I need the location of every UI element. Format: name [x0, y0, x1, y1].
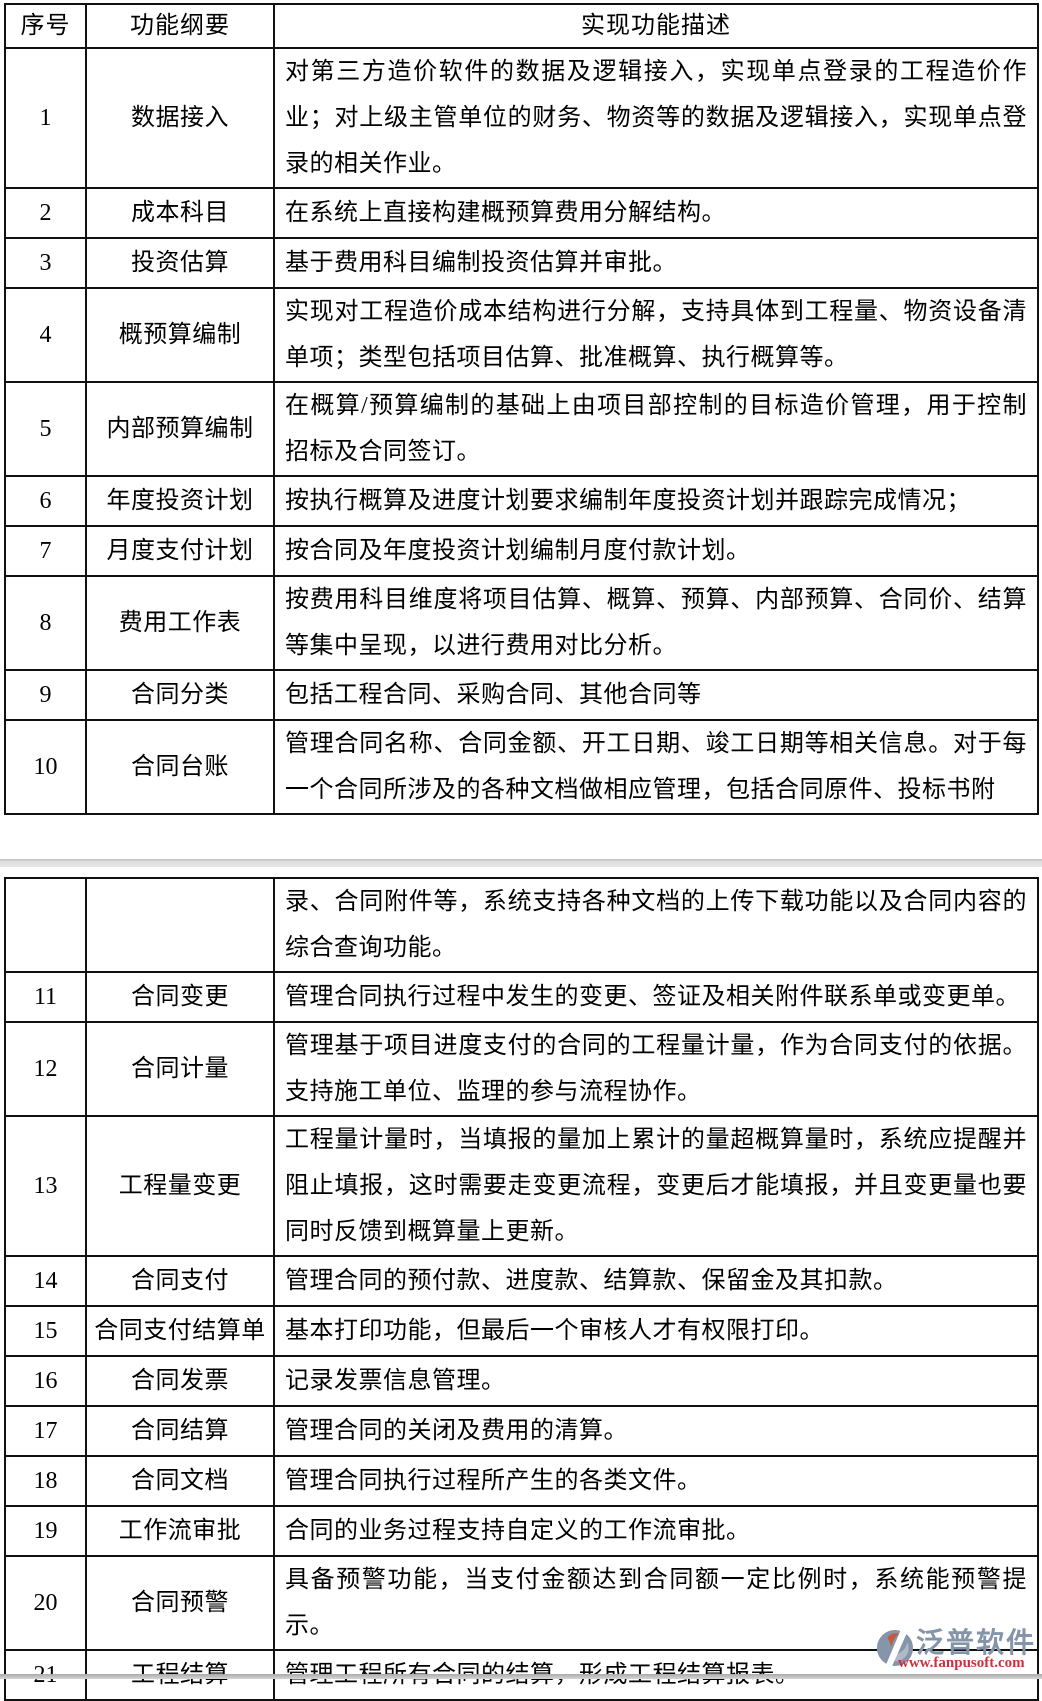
function-description-cell: 管理合同执行过程中发生的变更、签证及相关附件联系单或变更单。 — [273, 971, 1039, 1023]
function-description-cell: 管理合同名称、合同金额、开工日期、竣工日期等相关信息。对于每一个合同所涉及的各种… — [273, 719, 1039, 815]
function-outline-cell: 合同支付结算单 — [85, 1305, 275, 1357]
page-break-band — [0, 859, 1042, 867]
serial-number-cell: 2 — [4, 187, 87, 239]
serial-number-cell: 15 — [4, 1305, 87, 1357]
serial-number-cell: 4 — [4, 287, 87, 383]
serial-number-cell: 1 — [4, 47, 87, 189]
serial-number-cell — [4, 877, 87, 973]
function-description-cell: 记录发票信息管理。 — [273, 1355, 1039, 1407]
table-row: 19 工作流审批 合同的业务过程支持自定义的工作流审批。 — [4, 1505, 1039, 1557]
table-row: 14 合同支付 管理合同的预付款、进度款、结算款、保留金及其扣款。 — [4, 1255, 1039, 1307]
function-description-cell: 管理合同执行过程所产生的各类文件。 — [273, 1455, 1039, 1507]
function-outline-cell: 合同台账 — [85, 719, 275, 815]
function-outline-cell: 合同预警 — [85, 1555, 275, 1651]
table-row: 8 费用工作表 按费用科目维度将项目估算、概算、预算、内部预算、合同价、结算等集… — [4, 575, 1039, 671]
function-description-cell: 按合同及年度投资计划编制月度付款计划。 — [273, 525, 1039, 577]
table-row: 13 工程量变更 工程量计量时，当填报的量加上累计的量超概算量时，系统应提醒并阻… — [4, 1115, 1039, 1257]
table-row: 17 合同结算 管理合同的关闭及费用的清算。 — [4, 1405, 1039, 1457]
fanpu-brand-text: 泛普软件 — [915, 1627, 1036, 1658]
function-outline-cell: 投资估算 — [85, 237, 275, 289]
function-description-cell: 对第三方造价软件的数据及逻辑接入，实现单点登录的工程造价作业；对上级主管单位的财… — [273, 47, 1039, 189]
serial-number-cell: 8 — [4, 575, 87, 671]
function-outline-cell: 合同文档 — [85, 1455, 275, 1507]
fanpu-url-text: www.fanpusoft.com — [897, 1655, 1025, 1671]
header-serial-number: 序号 — [4, 3, 87, 49]
table-row: 2 成本科目 在系统上直接构建概预算费用分解结构。 — [4, 187, 1039, 239]
serial-number-cell: 10 — [4, 719, 87, 815]
function-outline-cell: 数据接入 — [85, 47, 275, 189]
function-outline-cell: 费用工作表 — [85, 575, 275, 671]
function-outline-cell: 成本科目 — [85, 187, 275, 239]
table-row: 16 合同发票 记录发票信息管理。 — [4, 1355, 1039, 1407]
function-outline-cell: 合同结算 — [85, 1405, 275, 1457]
serial-number-cell: 5 — [4, 381, 87, 477]
page-break-gap — [0, 815, 1042, 877]
function-description-cell: 管理合同的关闭及费用的清算。 — [273, 1405, 1039, 1457]
feature-table-page1: 序号 功能纲要 实现功能描述 1 数据接入 对第三方造价软件的数据及逻辑接入，实… — [4, 3, 1039, 815]
table-row: 3 投资估算 基于费用科目编制投资估算并审批。 — [4, 237, 1039, 289]
table-row: 录、合同附件等，系统支持各种文档的上传下载功能以及合同内容的综合查询功能。 — [4, 877, 1039, 973]
table-row: 4 概预算编制 实现对工程造价成本结构进行分解，支持具体到工程量、物资设备清单项… — [4, 287, 1039, 383]
function-description-cell: 在系统上直接构建概预算费用分解结构。 — [273, 187, 1039, 239]
feature-table-page2: 录、合同附件等，系统支持各种文档的上传下载功能以及合同内容的综合查询功能。 11… — [4, 877, 1039, 1701]
serial-number-cell: 9 — [4, 669, 87, 721]
table-row: 1 数据接入 对第三方造价软件的数据及逻辑接入，实现单点登录的工程造价作业；对上… — [4, 47, 1039, 189]
function-description-cell: 基本打印功能，但最后一个审核人才有权限打印。 — [273, 1305, 1039, 1357]
function-outline-cell: 内部预算编制 — [85, 381, 275, 477]
table-row: 5 内部预算编制 在概算/预算编制的基础上由项目部控制的目标造价管理，用于控制招… — [4, 381, 1039, 477]
serial-number-cell: 20 — [4, 1555, 87, 1651]
function-outline-cell: 合同分类 — [85, 669, 275, 721]
table-row: 9 合同分类 包括工程合同、采购合同、其他合同等 — [4, 669, 1039, 721]
serial-number-cell: 14 — [4, 1255, 87, 1307]
table-row: 20 合同预警 具备预警功能，当支付金额达到合同额一定比例时，系统能预警提示。 — [4, 1555, 1039, 1651]
serial-number-cell: 16 — [4, 1355, 87, 1407]
function-outline-cell: 工程量变更 — [85, 1115, 275, 1257]
bottom-page-edge — [0, 1674, 1042, 1679]
function-outline-cell: 月度支付计划 — [85, 525, 275, 577]
function-description-cell: 具备预警功能，当支付金额达到合同额一定比例时，系统能预警提示。 — [273, 1555, 1039, 1651]
table-row: 10 合同台账 管理合同名称、合同金额、开工日期、竣工日期等相关信息。对于每一个… — [4, 719, 1039, 815]
serial-number-cell: 12 — [4, 1021, 87, 1117]
serial-number-cell: 7 — [4, 525, 87, 577]
function-outline-cell: 概预算编制 — [85, 287, 275, 383]
function-description-cell: 实现对工程造价成本结构进行分解，支持具体到工程量、物资设备清单项；类型包括项目估… — [273, 287, 1039, 383]
table-row: 7 月度支付计划 按合同及年度投资计划编制月度付款计划。 — [4, 525, 1039, 577]
function-outline-cell — [85, 877, 275, 973]
serial-number-cell: 17 — [4, 1405, 87, 1457]
fanpu-watermark: 泛普软件 www.fanpusoft.com — [876, 1628, 1036, 1671]
table-row: 12 合同计量 管理基于项目进度支付的合同的工程量计量，作为合同支付的依据。支持… — [4, 1021, 1039, 1117]
fanpu-logo-icon — [876, 1629, 914, 1667]
function-description-cell: 按执行概算及进度计划要求编制年度投资计划并跟踪完成情况； — [273, 475, 1039, 527]
function-outline-cell: 年度投资计划 — [85, 475, 275, 527]
function-description-cell: 在概算/预算编制的基础上由项目部控制的目标造价管理，用于控制招标及合同签订。 — [273, 381, 1039, 477]
table-row: 11 合同变更 管理合同执行过程中发生的变更、签证及相关附件联系单或变更单。 — [4, 971, 1039, 1023]
serial-number-cell: 3 — [4, 237, 87, 289]
function-description-cell: 按费用科目维度将项目估算、概算、预算、内部预算、合同价、结算等集中呈现，以进行费… — [273, 575, 1039, 671]
serial-number-cell: 11 — [4, 971, 87, 1023]
function-outline-cell: 合同发票 — [85, 1355, 275, 1407]
function-outline-cell: 工作流审批 — [85, 1505, 275, 1557]
function-description-cell: 包括工程合同、采购合同、其他合同等 — [273, 669, 1039, 721]
table-row: 18 合同文档 管理合同执行过程所产生的各类文件。 — [4, 1455, 1039, 1507]
function-description-cell: 录、合同附件等，系统支持各种文档的上传下载功能以及合同内容的综合查询功能。 — [273, 877, 1039, 973]
function-description-cell: 管理合同的预付款、进度款、结算款、保留金及其扣款。 — [273, 1255, 1039, 1307]
function-description-cell: 基于费用科目编制投资估算并审批。 — [273, 237, 1039, 289]
function-description-cell: 合同的业务过程支持自定义的工作流审批。 — [273, 1505, 1039, 1557]
serial-number-cell: 18 — [4, 1455, 87, 1507]
table-header-row: 序号 功能纲要 实现功能描述 — [4, 3, 1039, 49]
function-outline-cell: 合同变更 — [85, 971, 275, 1023]
serial-number-cell: 19 — [4, 1505, 87, 1557]
function-description-cell: 工程量计量时，当填报的量加上累计的量超概算量时，系统应提醒并阻止填报，这时需要走… — [273, 1115, 1039, 1257]
serial-number-cell: 6 — [4, 475, 87, 527]
function-outline-cell: 合同计量 — [85, 1021, 275, 1117]
function-description-cell: 管理基于项目进度支付的合同的工程量计量，作为合同支付的依据。支持施工单位、监理的… — [273, 1021, 1039, 1117]
header-function-outline: 功能纲要 — [85, 3, 275, 49]
function-outline-cell: 合同支付 — [85, 1255, 275, 1307]
table-row: 15 合同支付结算单 基本打印功能，但最后一个审核人才有权限打印。 — [4, 1305, 1039, 1357]
table-row: 6 年度投资计划 按执行概算及进度计划要求编制年度投资计划并跟踪完成情况； — [4, 475, 1039, 527]
header-function-description: 实现功能描述 — [273, 3, 1039, 49]
serial-number-cell: 13 — [4, 1115, 87, 1257]
